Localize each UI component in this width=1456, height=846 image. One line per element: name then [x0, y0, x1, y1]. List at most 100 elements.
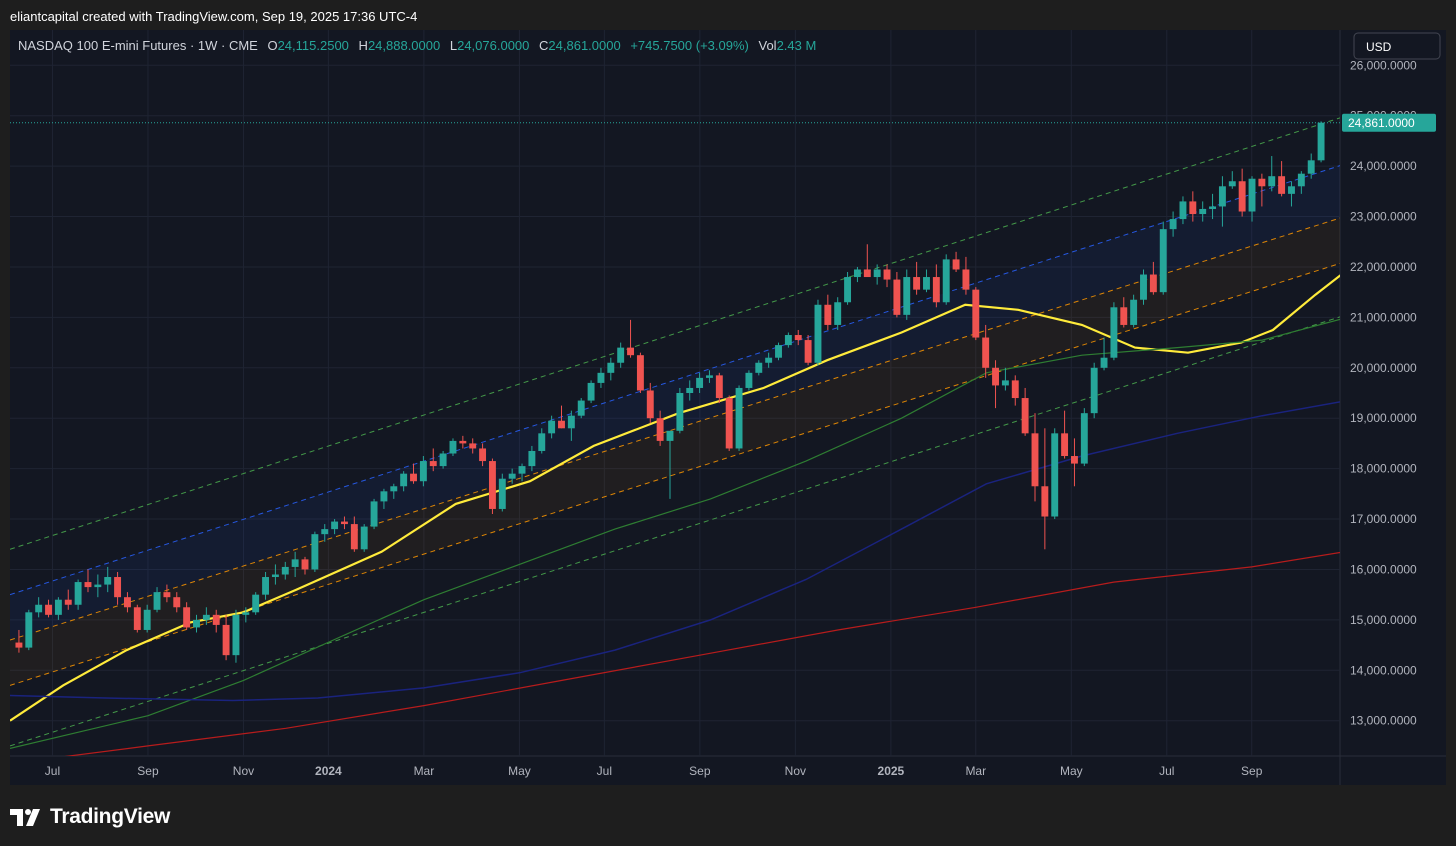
candle-body: [1080, 413, 1088, 464]
candle-body: [913, 277, 921, 290]
candle: [1218, 176, 1226, 227]
candle: [1041, 428, 1049, 550]
candle: [350, 516, 358, 552]
candle-body: [853, 269, 861, 278]
candle-body: [114, 577, 122, 598]
candle-body: [696, 377, 704, 388]
candle-body: [982, 337, 990, 368]
candle-body: [469, 443, 477, 449]
candle-body: [627, 347, 634, 356]
candle-body: [321, 529, 329, 535]
candle: [281, 561, 289, 580]
candle: [775, 342, 782, 361]
time-tick-label: Mar: [965, 764, 986, 778]
candle: [291, 551, 299, 578]
candle: [183, 602, 191, 630]
price-tick-label: 13,000.0000: [1350, 714, 1417, 728]
candle: [54, 597, 62, 620]
candle: [666, 430, 674, 499]
chart-canvas[interactable]: 13,000.0000 14,000.0000 15,000.0000 16,000.…: [10, 30, 1446, 785]
candle: [193, 614, 200, 633]
candle: [962, 256, 970, 295]
candle: [528, 445, 536, 472]
candle-body: [1021, 398, 1029, 434]
candle-body: [1140, 274, 1147, 300]
candle-body: [271, 574, 279, 578]
candle: [163, 584, 171, 603]
candle-body: [923, 277, 930, 290]
candle: [765, 352, 773, 368]
candle-body: [992, 367, 999, 386]
candle: [1288, 181, 1295, 207]
candle: [400, 471, 408, 492]
candle: [1278, 161, 1286, 197]
last-price-badge: 24,861.0000: [1342, 113, 1436, 132]
candle: [173, 592, 181, 613]
tradingview-logo-icon: [10, 809, 40, 826]
candle: [301, 556, 309, 575]
candle-body: [429, 461, 437, 467]
candle-body: [311, 534, 319, 570]
candle: [341, 516, 348, 530]
candle-body: [1110, 307, 1118, 358]
candle: [745, 370, 753, 391]
candle-body: [1218, 186, 1226, 207]
symbol-name[interactable]: NASDAQ 100 E-mini Futures · 1W · CME: [18, 38, 258, 53]
candle-body: [962, 269, 970, 290]
candle: [1159, 221, 1167, 295]
candle: [1021, 387, 1029, 436]
candle-body: [755, 362, 763, 373]
candle: [548, 415, 556, 439]
candle-body: [54, 599, 62, 615]
candle-body: [607, 362, 615, 373]
candle-body: [1001, 380, 1009, 386]
candle-body: [370, 501, 378, 527]
candle: [143, 604, 151, 633]
candle: [1120, 297, 1128, 328]
candle: [1140, 269, 1147, 305]
candle-body: [715, 375, 723, 399]
candle-body: [1061, 433, 1069, 457]
close-label: C: [539, 38, 549, 53]
time-tick-label: Sep: [1241, 764, 1263, 778]
candle-body: [331, 521, 339, 530]
candle: [853, 266, 861, 283]
candle: [863, 244, 871, 278]
high-value: 24,888.0000: [367, 38, 441, 53]
candle: [488, 458, 496, 514]
candle-body: [942, 259, 950, 303]
candle: [1080, 408, 1088, 467]
candle: [212, 609, 220, 633]
candle: [1031, 413, 1039, 502]
candle-body: [548, 420, 556, 434]
volume-label: Vol: [758, 38, 777, 53]
candle-body: [252, 594, 260, 613]
candle: [794, 329, 802, 346]
candle-body: [518, 466, 526, 474]
candle-body: [222, 624, 230, 656]
candle: [1110, 302, 1118, 361]
currency-button[interactable]: USD: [1353, 32, 1441, 60]
candle-body: [1100, 357, 1108, 368]
candle-body: [439, 453, 447, 467]
candle-body: [577, 400, 585, 416]
candle-body: [725, 398, 733, 449]
candle: [636, 352, 644, 393]
channel-line: [10, 117, 1340, 550]
candle: [686, 380, 694, 401]
candle-body: [1159, 229, 1167, 293]
candle: [844, 272, 852, 305]
candle-body: [893, 279, 901, 315]
candle: [35, 597, 43, 618]
candle: [15, 629, 23, 653]
candle: [883, 264, 891, 288]
channel-line: [10, 262, 1340, 686]
candle: [1169, 211, 1177, 237]
candle: [1070, 438, 1078, 487]
price-tick-label: 14,000.0000: [1350, 663, 1417, 677]
candle: [538, 428, 546, 454]
symbol-legend: NASDAQ 100 E-mini Futures · 1W · CME O24…: [18, 38, 816, 53]
price-tick-label: 23,000.0000: [1350, 210, 1417, 224]
candle-body: [193, 619, 200, 628]
candle: [222, 614, 230, 661]
